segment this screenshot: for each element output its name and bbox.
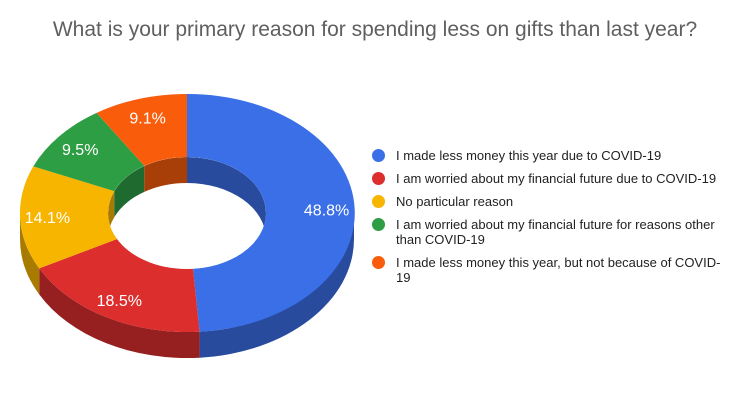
slice-3: [19, 166, 118, 269]
legend-item: I made less money this year due to COVID…: [372, 148, 732, 163]
legend-label: I am worried about my financial future f…: [396, 217, 715, 247]
legend-label: No particular reason: [396, 194, 514, 209]
slice-4-inner-wall: [114, 165, 145, 218]
slice-3-side: [20, 213, 40, 295]
legend-swatch: [372, 149, 385, 162]
slice-1-label: 48.8%: [304, 202, 349, 219]
legend: I made less money this year due to COVID…: [372, 148, 732, 293]
slice-5-inner-wall: [144, 157, 187, 192]
legend-swatch: [372, 218, 385, 231]
legend-label: I made less money this year, but not bec…: [396, 255, 721, 285]
slice-4-label: 9.5%: [62, 142, 98, 159]
legend-label: I am worried about my financial future d…: [396, 171, 717, 186]
slice-5: [96, 93, 187, 166]
legend-swatch: [372, 172, 385, 185]
donut-hole: [108, 157, 266, 269]
slice-2-side: [39, 268, 200, 359]
legend-item: I made less money this year, but not bec…: [372, 255, 732, 285]
slice-3-label: 14.1%: [25, 210, 70, 227]
slice-1-side: [199, 213, 354, 358]
legend-item: I am worried about my financial future d…: [372, 171, 732, 186]
slice-2: [39, 239, 200, 333]
legend-item: No particular reason: [372, 194, 732, 209]
slice-1: [187, 93, 355, 332]
slice-2-label: 18.5%: [97, 293, 142, 310]
slice-4: [33, 112, 145, 192]
slice-5-label: 9.1%: [129, 111, 165, 128]
legend-swatch: [372, 195, 385, 208]
donut-depth: [20, 213, 354, 359]
donut-top: [19, 93, 355, 333]
chart-title: What is your primary reason for spending…: [52, 18, 698, 41]
slice-1-inner-wall: [187, 157, 266, 239]
legend-item: I am worried about my financial future f…: [372, 217, 732, 247]
slice-labels: 48.8% 18.5% 14.1% 9.5% 9.1%: [25, 111, 350, 310]
legend-label: I made less money this year due to COVID…: [396, 148, 662, 163]
legend-swatch: [372, 256, 385, 269]
